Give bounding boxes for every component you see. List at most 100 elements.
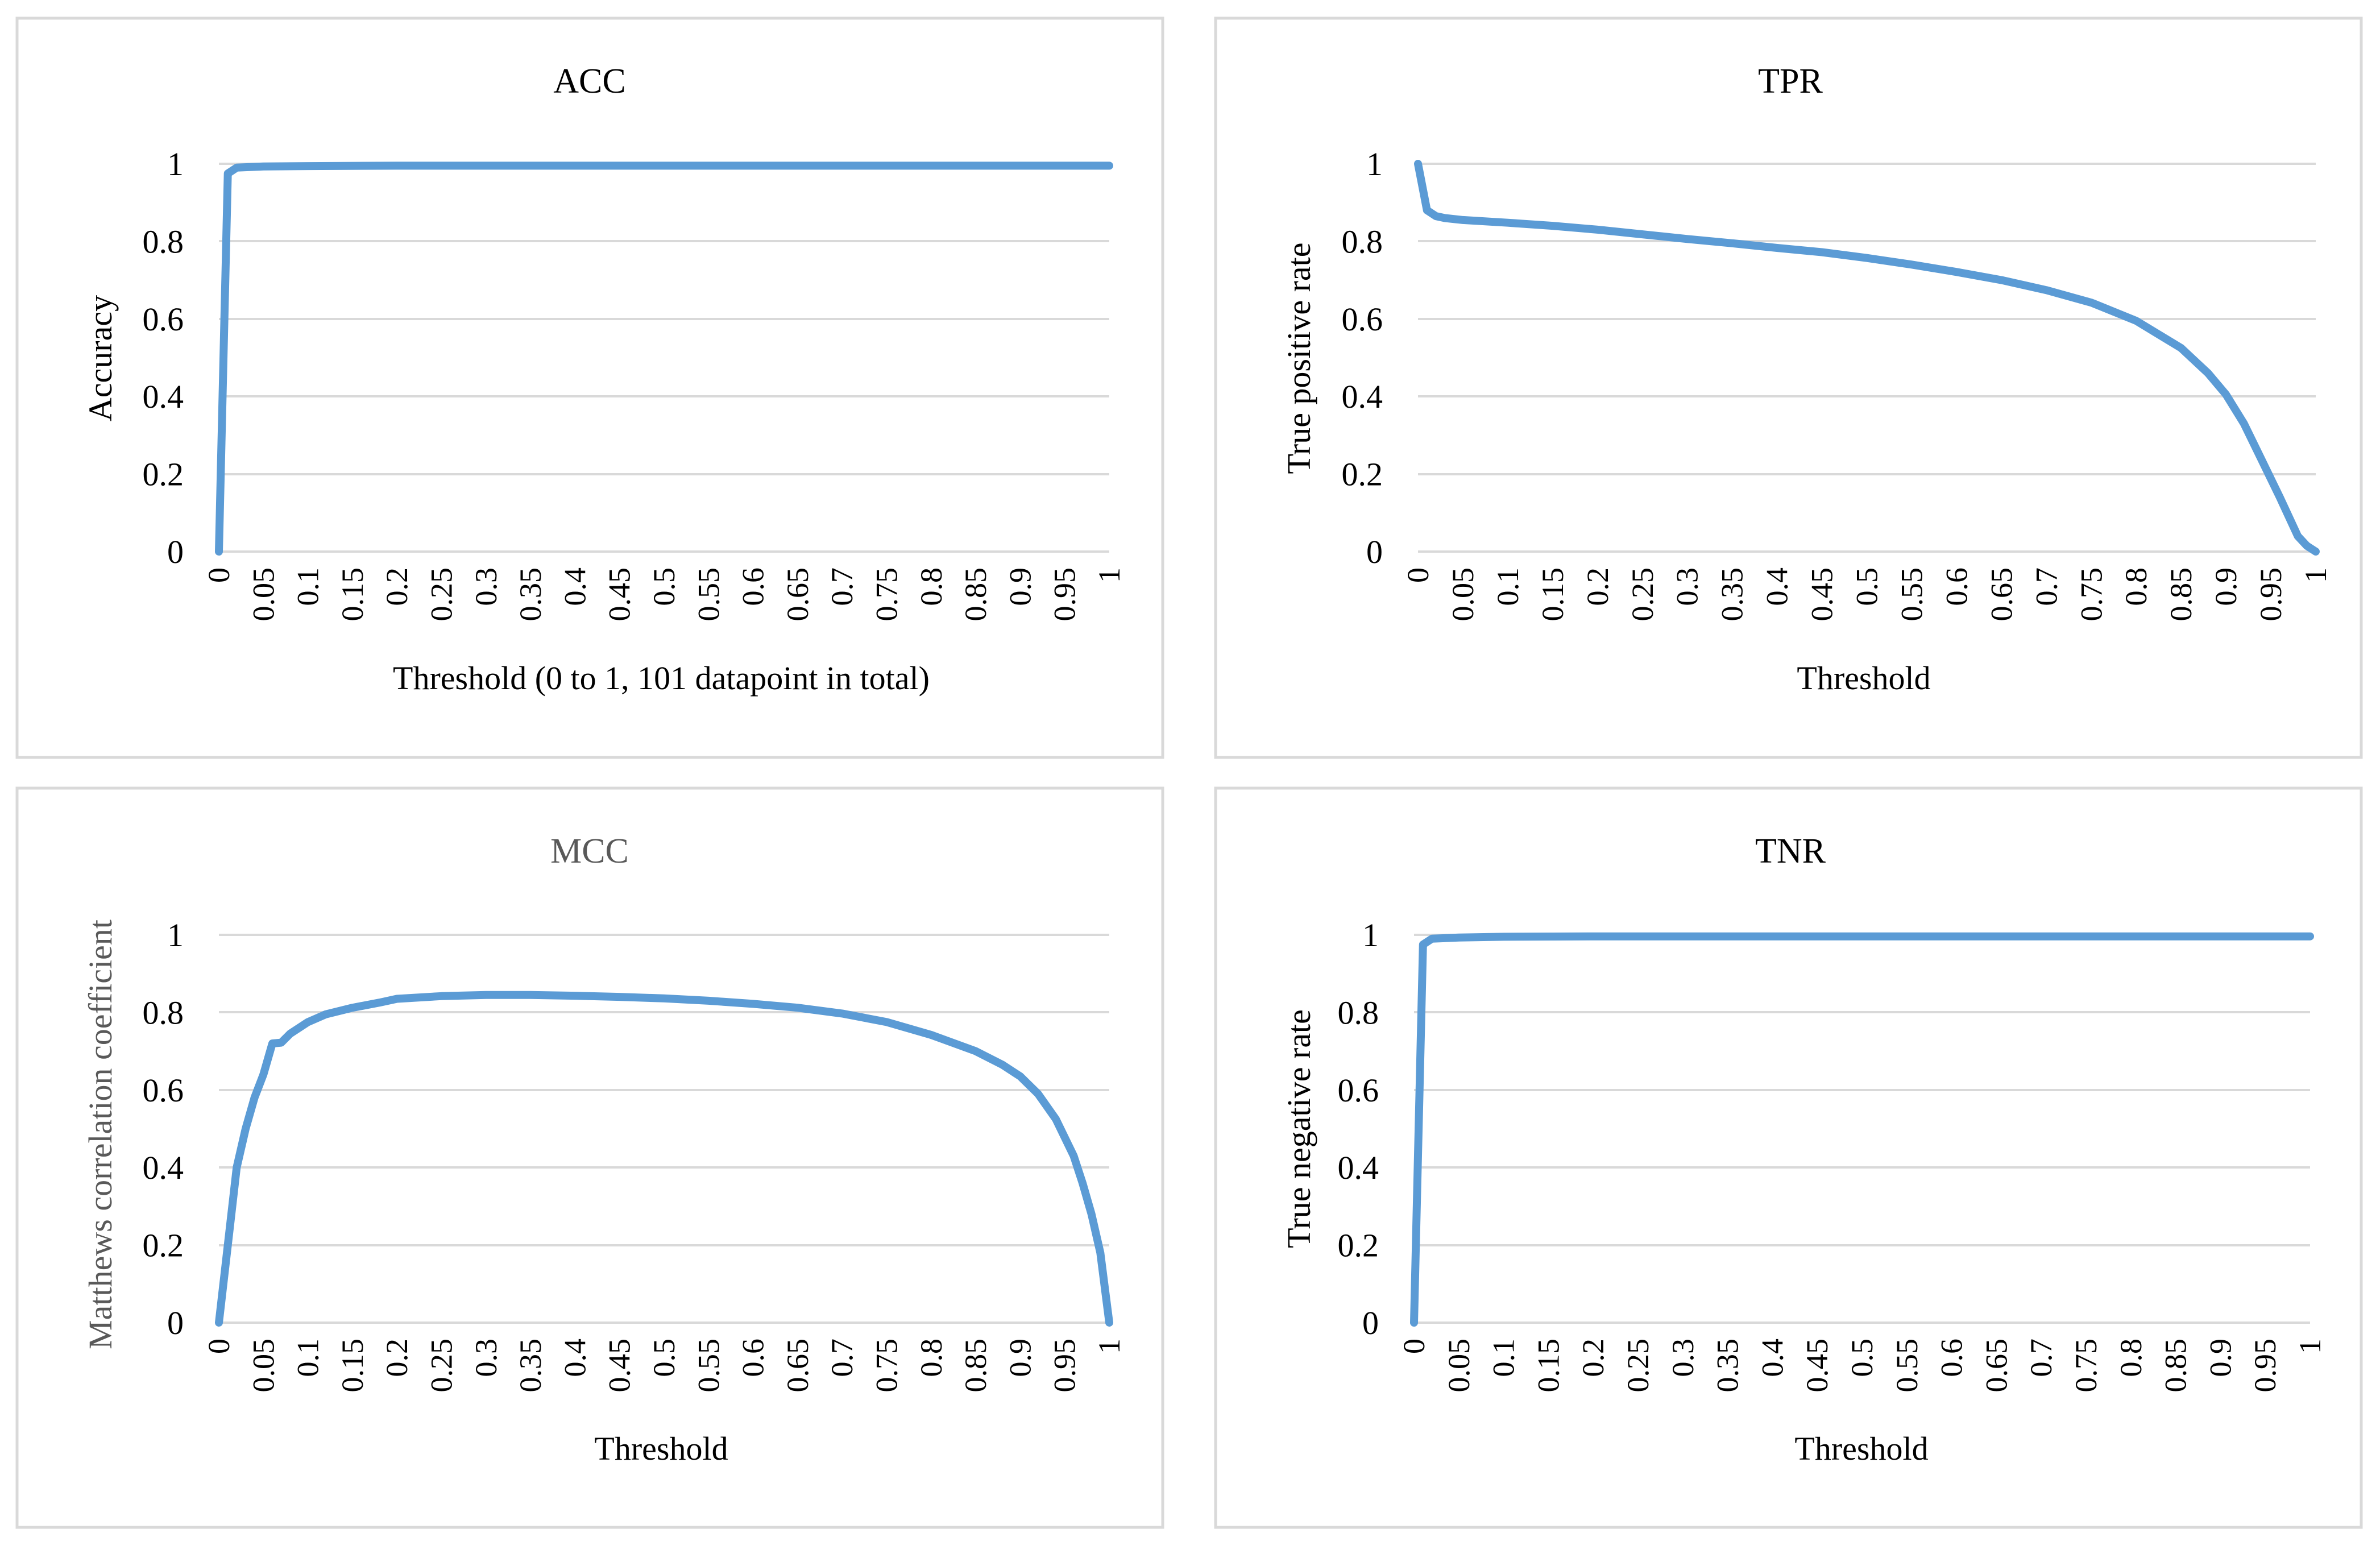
x-tick-label: 0.75 (870, 567, 904, 622)
y-tick-labels: 0 0.2 0.4 0.6 0.8 1 (1338, 917, 1379, 1341)
x-tick-label: 0.1 (1487, 1339, 1521, 1377)
x-tick-label: 0.95 (1048, 1339, 1082, 1393)
chart-panel-tnr: TNR True negative rate Threshold 0 0.2 0.4… (1214, 786, 2363, 1529)
y-tick-label: 0.6 (143, 1072, 184, 1109)
x-tick-label: 0.7 (825, 567, 859, 606)
gridlines (1418, 163, 2316, 553)
x-tick-label: 0.3 (1670, 567, 1705, 606)
y-tick-label: 0.2 (1342, 456, 1383, 493)
x-tick-label: 0.3 (469, 567, 503, 606)
x-tick-label: 0.4 (1755, 1339, 1789, 1377)
x-tick-label: 0.15 (335, 1339, 370, 1393)
x-tick-label: 0.9 (1003, 1339, 1037, 1377)
x-tick-label: 0.85 (959, 567, 993, 622)
x-axis-label: Threshold (1794, 1430, 1928, 1467)
chart-panel-tpr: TPR True positive rate Threshold 0 0.2 0.4… (1214, 16, 2363, 759)
x-tick-labels: 0 0.05 0.1 0.15 0.2 0.25 0.3 0.35 0.4 0.45 0.5 0.55… (202, 1339, 1126, 1393)
x-tick-label: 0.65 (1984, 567, 2018, 622)
x-tick-label: 0.55 (691, 567, 725, 622)
x-tick-label: 0.35 (1711, 1339, 1745, 1393)
y-tick-labels: 0 0.2 0.4 0.6 0.8 1 (1342, 146, 1383, 570)
y-tick-label: 1 (1362, 917, 1379, 954)
x-tick-label: 0.6 (1935, 1339, 1969, 1377)
x-tick-label: 0.5 (647, 1339, 681, 1377)
x-tick-label: 1 (2299, 567, 2333, 583)
x-tick-label: 0.05 (1446, 567, 1480, 622)
x-tick-label: 0.8 (2119, 567, 2153, 606)
y-tick-label: 0.4 (143, 378, 184, 415)
y-tick-label: 0.8 (143, 994, 184, 1031)
y-tick-label: 1 (1366, 146, 1383, 183)
y-tick-label: 0.8 (1338, 994, 1379, 1031)
series-line-tpr (1414, 160, 2320, 556)
x-tick-label: 0.65 (781, 1339, 815, 1393)
x-tick-label: 0.55 (1890, 1339, 1924, 1393)
x-tick-label: 0.45 (1805, 567, 1839, 622)
gridlines (219, 934, 1109, 1324)
x-tick-label: 0.5 (647, 567, 681, 606)
y-axis-label: Matthews correlation coefficient (82, 919, 119, 1349)
x-tick-label: 0.2 (1581, 567, 1615, 606)
y-axis-label: Accuracy (82, 295, 119, 421)
x-tick-label: 0.6 (1939, 567, 1973, 606)
x-tick-label: 0.35 (513, 567, 548, 622)
x-tick-label: 0.75 (870, 1339, 904, 1393)
y-tick-labels: 0 0.2 0.4 0.6 0.8 1 (143, 917, 184, 1341)
chart-title: TPR (1758, 62, 1823, 101)
x-axis-label: Threshold (594, 1430, 728, 1467)
x-tick-label: 0.95 (2248, 1339, 2282, 1393)
x-tick-label: 0.7 (2029, 567, 2063, 606)
x-tick-label: 0.65 (1979, 1339, 2013, 1393)
x-tick-label: 0.3 (1666, 1339, 1700, 1377)
x-tick-labels: 0 0.05 0.1 0.15 0.2 0.25 0.3 0.35 0.4 0.45 0.5 0.55… (202, 567, 1126, 622)
x-tick-label: 0.05 (1442, 1339, 1476, 1393)
y-tick-label: 0.2 (143, 456, 184, 493)
x-tick-label: 0.2 (380, 1339, 414, 1377)
chart-frame (15, 16, 1164, 759)
x-tick-label: 1 (1092, 1339, 1126, 1354)
x-tick-label: 0.6 (736, 567, 770, 606)
y-tick-label: 0 (167, 533, 184, 570)
x-tick-label: 0.1 (1491, 567, 1525, 606)
x-tick-label: 0.75 (2074, 567, 2108, 622)
x-tick-label: 0.2 (380, 567, 414, 606)
y-tick-label: 0.4 (143, 1149, 184, 1186)
y-tick-label: 0.2 (1338, 1227, 1379, 1264)
x-tick-label: 0.45 (603, 567, 637, 622)
y-tick-label: 1 (167, 146, 184, 183)
series-line-mcc (215, 991, 1113, 1327)
y-tick-label: 0.6 (1338, 1072, 1379, 1109)
x-tick-label: 0.4 (1760, 567, 1794, 606)
x-tick-label: 0.35 (1715, 567, 1749, 622)
x-tick-label: 0 (202, 1339, 236, 1354)
x-tick-label: 0 (202, 567, 236, 583)
x-tick-label: 0.15 (1531, 1339, 1565, 1393)
y-tick-label: 0.2 (143, 1227, 184, 1264)
y-tick-label: 0.4 (1338, 1149, 1379, 1186)
x-tick-label: 0.15 (1536, 567, 1570, 622)
x-tick-label: 0.9 (2203, 1339, 2237, 1377)
x-tick-labels: 0 0.05 0.1 0.15 0.2 0.25 0.3 0.35 0.4 0.45 0.5 0.55… (1397, 1339, 2327, 1393)
x-tick-label: 0.8 (2114, 1339, 2148, 1377)
chart-title: TNR (1755, 832, 1826, 871)
x-tick-label: 0.4 (558, 567, 592, 606)
x-tick-label: 0.75 (2069, 1339, 2103, 1393)
x-tick-label: 0.95 (2254, 567, 2288, 622)
x-tick-label: 0.05 (246, 1339, 280, 1393)
x-tick-label: 0.8 (914, 567, 948, 606)
x-tick-label: 0 (1397, 1339, 1431, 1354)
series-line-tnr (1410, 932, 2314, 1327)
y-tick-label: 0.4 (1342, 378, 1383, 415)
x-tick-label: 0.05 (246, 567, 280, 622)
x-tick-label: 0.65 (781, 567, 815, 622)
x-tick-label: 0.85 (959, 1339, 993, 1393)
chart-frame (1214, 16, 2363, 759)
x-tick-label: 0.55 (1894, 567, 1929, 622)
x-tick-label: 0.5 (1845, 1339, 1879, 1377)
x-tick-label: 0.95 (1048, 567, 1082, 622)
x-tick-label: 0.25 (1626, 567, 1660, 622)
y-tick-label: 0 (1366, 533, 1383, 570)
x-tick-label: 0.45 (1800, 1339, 1834, 1393)
chart-panel-acc: ACC Accuracy Threshold (0 to 1, 101 data… (15, 16, 1164, 759)
x-tick-label: 0.55 (691, 1339, 725, 1393)
